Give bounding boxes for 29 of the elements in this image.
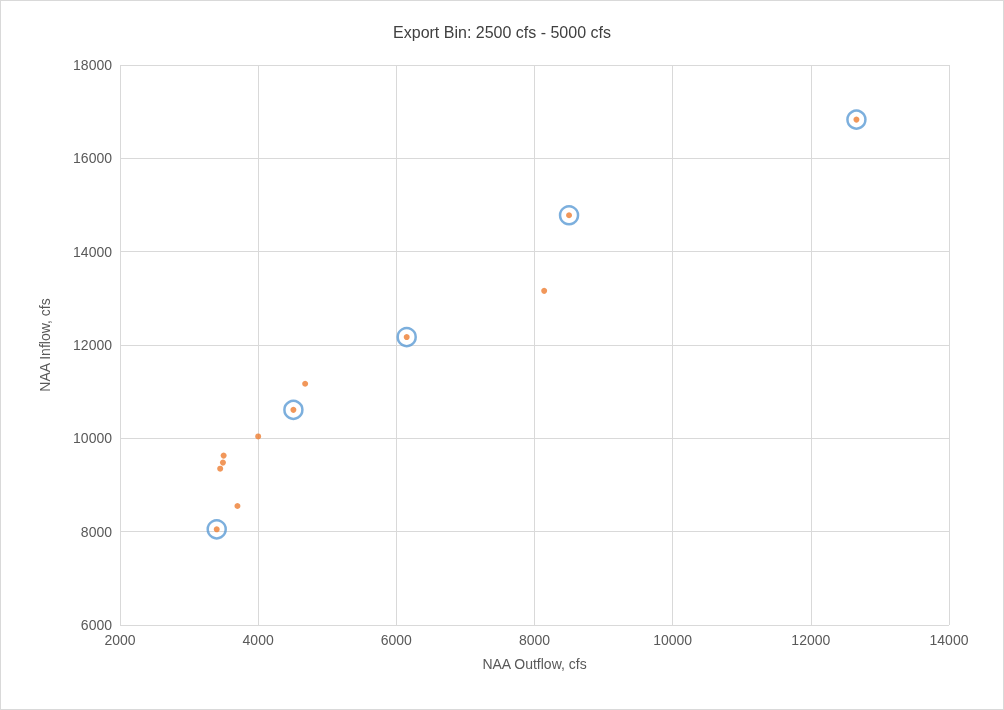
point <box>206 519 227 540</box>
y-tick-label: 14000 <box>73 243 113 260</box>
y-axis-title: NAA Inflow, cfs <box>37 298 53 392</box>
point <box>220 452 227 459</box>
point <box>302 380 309 387</box>
point <box>541 287 548 294</box>
point <box>255 433 262 440</box>
y-tick-label: 10000 <box>73 430 113 447</box>
y-tick-label: 12000 <box>73 337 113 353</box>
x-tick-label: 8000 <box>518 632 551 648</box>
x-tick-label: 10000 <box>653 632 693 648</box>
x-tick-label: 6000 <box>380 632 413 648</box>
point <box>846 109 867 130</box>
point <box>234 503 241 509</box>
point <box>283 399 304 421</box>
x-tick-label: 14000 <box>929 632 969 648</box>
x-tick-label: 12000 <box>791 632 831 648</box>
point <box>217 465 224 472</box>
y-tick-label: 8000 <box>80 523 113 540</box>
point <box>219 459 226 466</box>
x-axis-title: NAA Outflow, cfs <box>482 656 587 672</box>
point <box>396 326 417 348</box>
x-tick-label: 2000 <box>104 632 136 648</box>
point <box>558 205 580 226</box>
x-tick-label: 4000 <box>242 632 274 648</box>
chart-title: Export Bin: 2500 cfs - 5000 cfs <box>393 23 611 41</box>
y-tick-label: 16000 <box>73 150 113 167</box>
y-tick-label: 6000 <box>80 617 113 633</box>
y-tick-label: 18000 <box>73 57 113 73</box>
